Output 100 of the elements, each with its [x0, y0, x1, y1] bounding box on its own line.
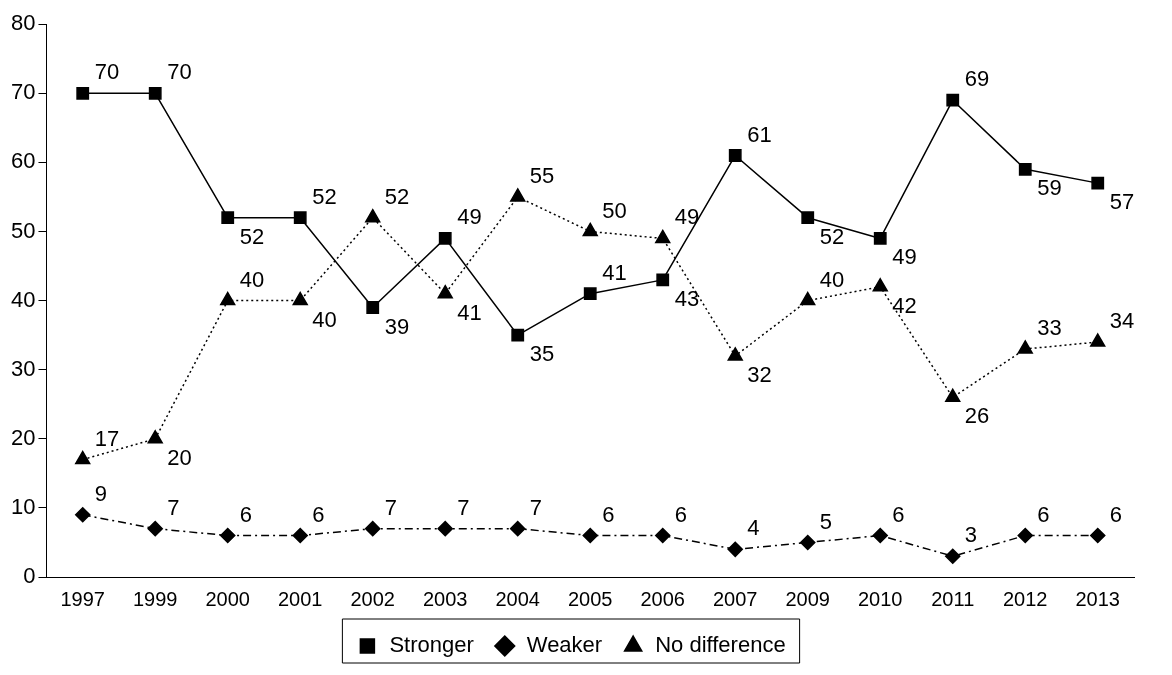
point — [438, 232, 452, 245]
y-tick-label: 10 — [10, 493, 36, 519]
x-tick-label: 2011 — [931, 587, 975, 610]
point — [292, 527, 308, 544]
x-tick-label: 2002 — [350, 587, 395, 610]
point — [727, 541, 743, 558]
legend-label: Stronger — [389, 632, 474, 658]
point — [1017, 340, 1033, 354]
data-label: 4 — [747, 515, 760, 541]
data-label: 39 — [384, 313, 410, 339]
point — [654, 527, 671, 544]
x-tick-label: 2003 — [422, 587, 468, 610]
x-tick-label: 2012 — [1003, 587, 1048, 610]
y-tick-label: 0 — [23, 563, 36, 589]
y-tick-label: 70 — [10, 79, 36, 105]
x-tick-label: 2005 — [567, 587, 613, 610]
data-label: 7 — [529, 494, 542, 520]
data-label: 59 — [1037, 175, 1062, 201]
point — [148, 86, 162, 100]
point — [1091, 176, 1105, 190]
data-label: 34 — [1109, 308, 1135, 334]
data-label: 70 — [167, 59, 192, 85]
y-tick-label: 20 — [10, 424, 36, 450]
point — [74, 507, 91, 523]
data-label: 49 — [892, 244, 917, 270]
data-label: 49 — [674, 204, 700, 230]
point — [583, 287, 597, 301]
data-label: 50 — [602, 197, 627, 223]
point — [1090, 333, 1106, 347]
point — [801, 211, 815, 225]
point — [945, 548, 961, 565]
x-tick-label: 1999 — [132, 587, 178, 610]
data-label: 7 — [457, 494, 470, 520]
x-tick-label: 2013 — [1075, 587, 1120, 610]
point — [945, 388, 961, 403]
data-label: 52 — [819, 223, 845, 249]
legend-label: Weaker — [526, 632, 603, 658]
x-tick-label: 2001 — [277, 587, 323, 610]
data-label: 70 — [94, 59, 120, 85]
data-label: 7 — [167, 494, 180, 520]
data-label: 6 — [892, 501, 905, 527]
point — [437, 520, 453, 537]
data-label: 52 — [239, 223, 265, 249]
point — [365, 208, 381, 223]
data-label: 26 — [964, 403, 990, 429]
y-tick-label: 60 — [10, 148, 36, 174]
point — [872, 527, 888, 544]
data-label: 41 — [457, 299, 482, 325]
point — [1018, 162, 1032, 176]
point — [582, 527, 598, 544]
point — [509, 520, 526, 537]
legend-label: No difference — [655, 632, 786, 658]
data-label: 41 — [602, 259, 627, 285]
data-label: 6 — [1109, 501, 1122, 527]
data-label: 20 — [167, 444, 192, 470]
x-tick-label: 2009 — [785, 587, 830, 610]
x-tick-label: 2004 — [495, 587, 540, 610]
data-label: 40 — [819, 266, 845, 292]
data-label: 6 — [1037, 501, 1050, 527]
x-tick-label: 2010 — [857, 587, 903, 610]
point — [656, 273, 670, 287]
y-tick-label: 50 — [10, 217, 36, 243]
point — [800, 291, 816, 306]
point — [1090, 527, 1106, 544]
x-tick-label: 2007 — [712, 587, 758, 610]
point — [219, 527, 236, 544]
data-label: 42 — [892, 292, 917, 318]
point — [293, 211, 307, 225]
data-label: 3 — [964, 522, 977, 548]
data-label: 40 — [312, 306, 337, 332]
point — [872, 278, 888, 292]
data-label: 5 — [819, 508, 832, 534]
point — [1017, 527, 1033, 544]
data-label: 52 — [312, 183, 337, 209]
x-tick-label: 2006 — [640, 587, 685, 610]
point — [292, 291, 308, 306]
point — [946, 93, 960, 107]
data-label: 17 — [94, 425, 120, 451]
data-label: 49 — [457, 204, 482, 230]
point — [437, 284, 453, 299]
point — [727, 347, 743, 361]
data-label: 57 — [1109, 189, 1135, 215]
data-label: 6 — [239, 501, 252, 527]
point — [364, 520, 381, 537]
x-tick-label: 2000 — [205, 587, 250, 610]
point — [366, 301, 380, 314]
point — [511, 328, 525, 342]
data-label: 6 — [312, 501, 325, 527]
point — [147, 520, 163, 537]
data-label: 35 — [529, 341, 555, 367]
point — [799, 534, 816, 551]
x-tick-label: 1997 — [60, 587, 105, 610]
data-label: 43 — [674, 285, 700, 311]
point — [510, 188, 526, 202]
data-label: 69 — [964, 66, 990, 92]
data-label: 33 — [1037, 315, 1062, 341]
point — [728, 149, 742, 162]
point — [75, 450, 91, 465]
point — [220, 291, 236, 306]
point — [221, 211, 235, 225]
